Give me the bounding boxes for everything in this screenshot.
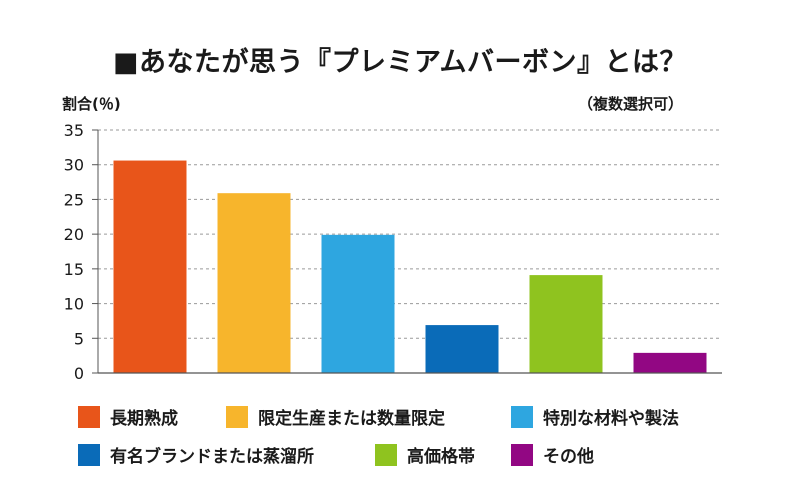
legend-label: 有名ブランドまたは蒸溜所 (110, 447, 314, 467)
legend-item: 限定生産または数量限定 (226, 404, 445, 429)
legend-item: 有名ブランドまたは蒸溜所 (78, 442, 314, 467)
multiple-choice-note: （複数選択可） (577, 95, 683, 113)
bar (217, 193, 291, 373)
legend-item: 特別な材料や製法 (511, 404, 679, 429)
y-tick-label: 0 (74, 364, 84, 383)
bar (113, 160, 187, 373)
y-tick-label: 10 (64, 295, 84, 314)
y-tick-label: 35 (64, 121, 84, 140)
legend-swatch (511, 405, 533, 428)
legend-swatch (78, 443, 100, 466)
legend-label: 長期熟成 (110, 409, 178, 429)
legend-swatch (226, 405, 248, 428)
legend-swatch (375, 443, 397, 466)
bar (321, 234, 395, 373)
legend-swatch (78, 405, 100, 428)
y-tick-label: 30 (64, 156, 84, 175)
legend-label: 限定生産または数量限定 (258, 409, 445, 429)
y-tick-label: 25 (64, 190, 84, 209)
y-tick-label: 15 (64, 260, 84, 279)
legend-label: 特別な材料や製法 (543, 409, 679, 429)
legend-item: 高価格帯 (375, 442, 475, 467)
y-tick-label: 5 (74, 329, 84, 348)
legend-label: 高価格帯 (407, 447, 475, 467)
bar (633, 352, 707, 373)
y-axis-label: 割合(％) (62, 95, 121, 113)
bar (529, 275, 603, 373)
bar-chart: 0 5 10 15 20 25 30 35 (64, 121, 722, 383)
y-tick-label: 20 (64, 225, 84, 244)
chart-title: ■あなたが思う『プレミアムバーボン』とは？ (112, 47, 688, 78)
legend-swatch (511, 443, 533, 466)
legend-item: その他 (511, 442, 594, 467)
legend-item: 長期熟成 (78, 404, 178, 429)
legend-label: その他 (543, 447, 594, 467)
bar (425, 325, 499, 373)
